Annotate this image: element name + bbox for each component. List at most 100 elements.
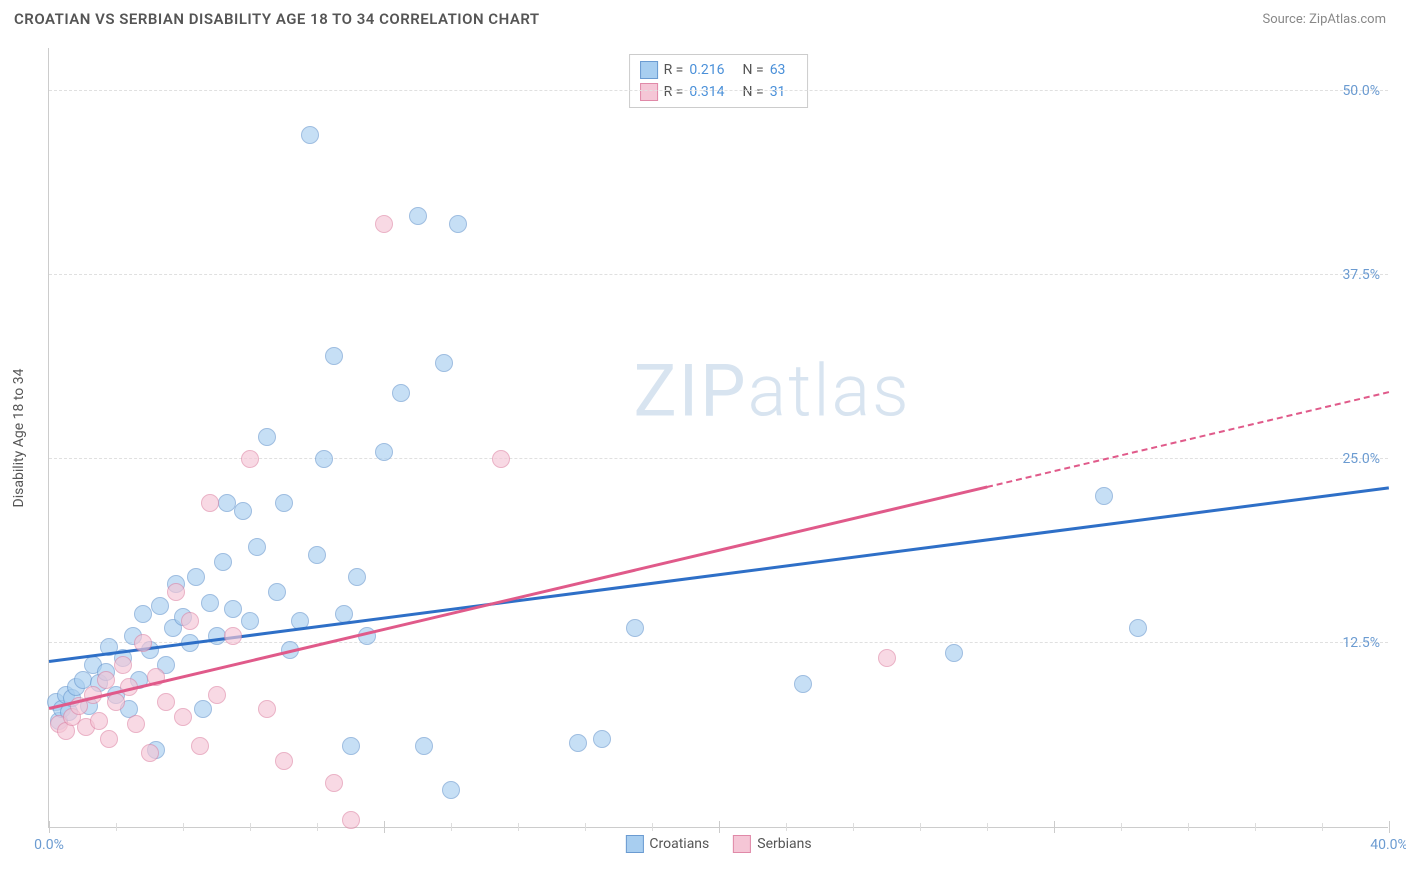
scatter-point <box>342 737 360 755</box>
trend-line <box>987 391 1389 488</box>
scatter-point <box>268 583 286 601</box>
scatter-point <box>435 354 453 372</box>
scatter-point <box>442 781 460 799</box>
x-tick-major <box>719 821 720 833</box>
y-tick-label: 50.0% <box>1342 83 1380 99</box>
scatter-point <box>157 693 175 711</box>
scatter-point <box>151 597 169 615</box>
scatter-point <box>415 737 433 755</box>
scatter-point <box>392 384 410 402</box>
scatter-point <box>241 612 259 630</box>
n-value: 31 <box>770 84 786 100</box>
scatter-point <box>127 715 145 733</box>
r-label: R = <box>664 84 684 100</box>
scatter-point <box>181 612 199 630</box>
scatter-point <box>97 671 115 689</box>
x-tick-minor <box>786 823 787 831</box>
x-tick-major <box>49 821 50 833</box>
scatter-point <box>201 494 219 512</box>
scatter-point <box>134 634 152 652</box>
x-tick-minor <box>250 823 251 831</box>
scatter-point <box>275 494 293 512</box>
x-tick-minor <box>920 823 921 831</box>
chart-title: CROATIAN VS SERBIAN DISABILITY AGE 18 TO… <box>14 10 540 28</box>
x-tick-major <box>384 821 385 833</box>
source-label: Source: ZipAtlas.com <box>1262 12 1386 27</box>
gridline <box>49 642 1388 643</box>
series-name: Croatians <box>649 836 709 852</box>
legend-stat-row: R =0.216N =63 <box>640 59 798 81</box>
chart-plot-area: Disability Age 18 to 34 ZIPatlas R =0.21… <box>48 48 1388 828</box>
scatter-point <box>1095 487 1113 505</box>
x-tick-minor <box>652 823 653 831</box>
scatter-point <box>593 730 611 748</box>
scatter-point <box>167 583 185 601</box>
n-label: N = <box>743 84 764 100</box>
scatter-point <box>449 215 467 233</box>
scatter-point <box>224 627 242 645</box>
r-label: R = <box>664 62 684 78</box>
scatter-point <box>409 207 427 225</box>
y-tick-label: 25.0% <box>1342 451 1380 467</box>
scatter-point <box>214 553 232 571</box>
scatter-point <box>1129 619 1147 637</box>
legend-series-item: Serbians <box>733 835 811 853</box>
scatter-point <box>114 656 132 674</box>
scatter-point <box>234 502 252 520</box>
scatter-point <box>794 675 812 693</box>
scatter-point <box>348 568 366 586</box>
scatter-point <box>569 734 587 752</box>
watermark: ZIPatlas <box>633 348 910 433</box>
x-tick-minor <box>317 823 318 831</box>
x-tick-minor <box>451 823 452 831</box>
swatch-icon <box>625 835 643 853</box>
legend-stat-row: R = 0.314 N = 31 <box>640 81 798 103</box>
scatter-point <box>194 700 212 718</box>
scatter-point <box>375 443 393 461</box>
scatter-point <box>492 450 510 468</box>
scatter-point <box>878 649 896 667</box>
scatter-point <box>187 568 205 586</box>
scatter-point <box>100 730 118 748</box>
r-value: 0.314 <box>689 84 724 100</box>
trend-line <box>49 485 988 709</box>
x-tick-minor <box>1255 823 1256 831</box>
scatter-point <box>134 605 152 623</box>
x-tick-minor <box>518 823 519 831</box>
x-tick-major <box>1054 821 1055 833</box>
scatter-point <box>107 693 125 711</box>
scatter-point <box>308 546 326 564</box>
x-tick-minor <box>183 823 184 831</box>
x-tick-minor <box>1322 823 1323 831</box>
legend-series: Croatians Serbians <box>625 835 811 853</box>
x-tick-minor <box>853 823 854 831</box>
scatter-point <box>241 450 259 468</box>
scatter-point <box>224 600 242 618</box>
scatter-point <box>141 744 159 762</box>
x-tick-minor <box>1121 823 1122 831</box>
gridline <box>49 90 1388 91</box>
scatter-point <box>191 737 209 755</box>
x-tick-label: 40.0% <box>1370 837 1406 853</box>
legend-series-item: Croatians <box>625 835 709 853</box>
swatch-icon <box>733 835 751 853</box>
x-tick-major <box>1389 821 1390 833</box>
scatter-point <box>208 627 226 645</box>
x-tick-minor <box>987 823 988 831</box>
scatter-point <box>342 811 360 829</box>
scatter-point <box>90 712 108 730</box>
scatter-point <box>945 644 963 662</box>
scatter-point <box>258 700 276 718</box>
scatter-point <box>275 752 293 770</box>
scatter-point <box>258 428 276 446</box>
y-tick-label: 37.5% <box>1342 267 1380 283</box>
scatter-point <box>325 774 343 792</box>
swatch-icon <box>640 83 658 101</box>
y-axis-label: Disability Age 18 to 34 <box>11 368 27 507</box>
gridline <box>49 274 1388 275</box>
y-tick-label: 12.5% <box>1342 635 1380 651</box>
n-value: 63 <box>770 62 786 78</box>
n-label: N = <box>743 62 764 78</box>
scatter-point <box>626 619 644 637</box>
scatter-point <box>325 347 343 365</box>
